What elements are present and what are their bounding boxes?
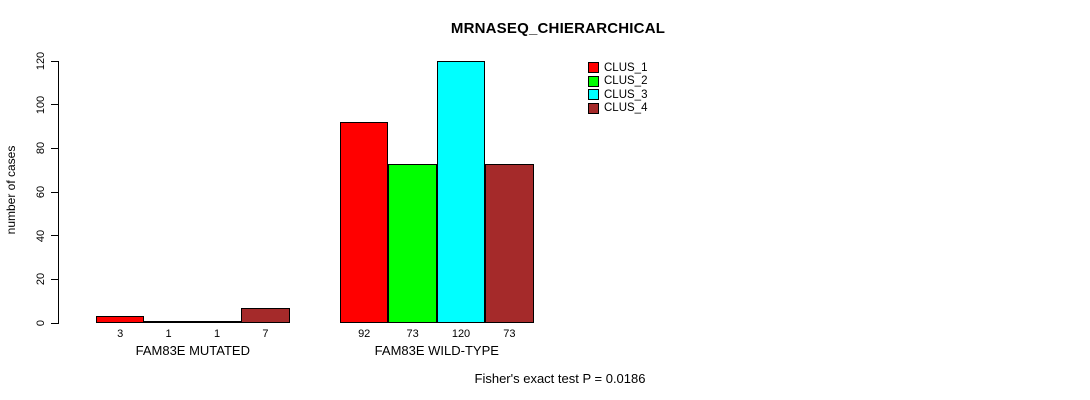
y-axis-tick <box>51 147 58 149</box>
y-axis-tick <box>51 322 58 324</box>
legend-label: CLUS_3 <box>604 88 648 101</box>
y-tick-label: 40 <box>35 229 47 242</box>
legend-swatch-clus_4 <box>588 102 599 114</box>
bar-value-label: 73 <box>503 328 516 340</box>
bar-clus_1-fam83e-mutated <box>96 316 145 323</box>
bar-value-label: 1 <box>165 328 172 340</box>
bar-value-label: 92 <box>358 328 371 340</box>
annotation-fisher-test: Fisher's exact test P = 0.0186 <box>474 371 646 386</box>
bar-clus_3-fam83e-mutated <box>192 320 242 323</box>
legend-label: CLUS_2 <box>604 75 648 88</box>
legend-item-clus_3: CLUS_3 <box>588 88 647 102</box>
bar-value-label: 120 <box>451 328 471 340</box>
legend-label: CLUS_1 <box>604 61 648 74</box>
y-axis-tick <box>51 191 58 193</box>
legend-item-clus_2: CLUS_2 <box>588 75 647 89</box>
bar-clus_1-fam83e-wild-type <box>340 122 389 323</box>
legend-item-clus_1: CLUS_1 <box>588 61 647 75</box>
y-axis-tick <box>51 104 58 106</box>
chart-title: MRNASEQ_CHIERARCHICAL <box>450 20 666 37</box>
y-tick-label: 120 <box>35 51 47 71</box>
y-axis-tick <box>51 235 58 237</box>
y-tick-label: 0 <box>35 319 47 327</box>
bar-value-label: 1 <box>213 328 221 340</box>
category-label: FAM83E WILD-TYPE <box>374 343 499 358</box>
bar-value-label: 73 <box>406 328 419 340</box>
legend-swatch-clus_1 <box>588 62 599 74</box>
y-tick-label: 60 <box>35 185 47 199</box>
legend-item-clus_4: CLUS_4 <box>588 102 647 116</box>
legend-swatch-clus_2 <box>588 75 599 87</box>
legend-swatch-clus_3 <box>588 89 599 101</box>
bar-clus_3-fam83e-wild-type <box>436 61 486 323</box>
y-tick-label: 80 <box>35 142 47 155</box>
y-axis-tick <box>51 60 58 62</box>
y-axis-tick <box>51 278 58 280</box>
y-tick-label: 20 <box>35 273 47 286</box>
category-label: FAM83E MUTATED <box>135 343 250 358</box>
y-tick-label: 100 <box>35 95 47 114</box>
bar-value-label: 3 <box>117 328 124 340</box>
legend-label: CLUS_4 <box>604 102 648 115</box>
bar-clus_2-fam83e-wild-type <box>388 163 437 323</box>
bar-value-label: 7 <box>262 328 269 340</box>
bar-clus_4-fam83e-wild-type <box>485 163 534 323</box>
legend: CLUS_1 CLUS_2 CLUS_3 CLUS_4 <box>588 61 647 115</box>
bar-clus_4-fam83e-mutated <box>241 307 290 323</box>
y-axis-line <box>58 61 59 324</box>
bar-clus_2-fam83e-mutated <box>144 320 193 323</box>
